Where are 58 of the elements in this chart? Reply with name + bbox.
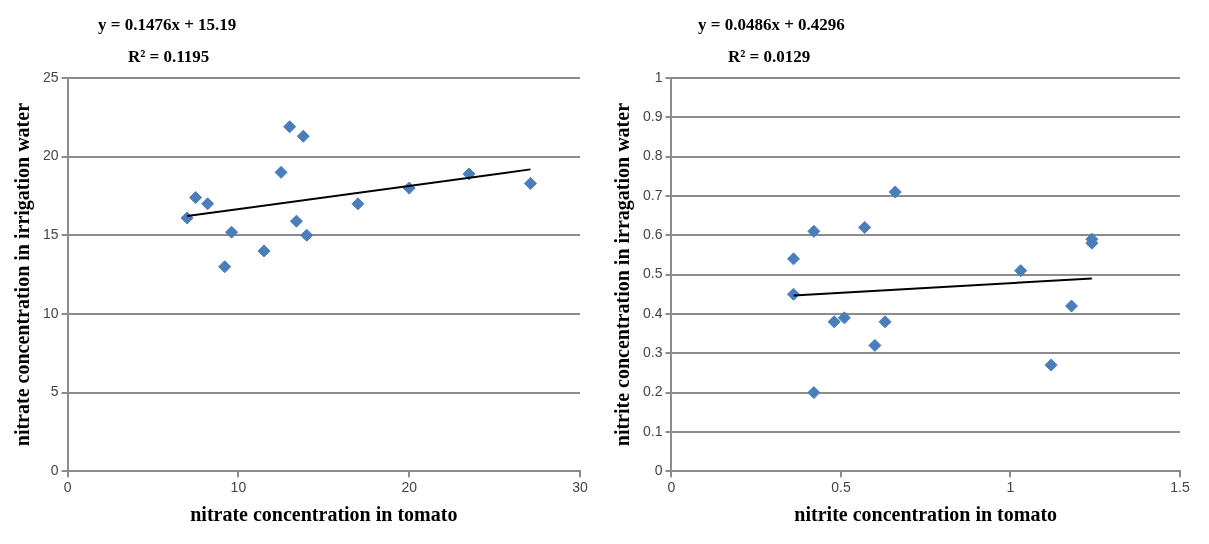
x-tick-label: 0 bbox=[667, 479, 676, 496]
point bbox=[827, 315, 841, 329]
text: R² = 0.1195 bbox=[128, 47, 210, 66]
y-tick-label: 0.4 bbox=[642, 304, 663, 321]
point bbox=[523, 176, 537, 190]
y-tick-label: 0.6 bbox=[642, 226, 663, 243]
text: y = 0.0486x + 0.4296 bbox=[698, 15, 845, 34]
x-tick-label: 0.5 bbox=[831, 479, 851, 496]
point bbox=[837, 311, 851, 325]
y-tick-label: 20 bbox=[42, 147, 59, 164]
y-tick-label: 0.3 bbox=[642, 344, 663, 361]
point bbox=[289, 214, 303, 228]
y-tick-label: 0.8 bbox=[642, 147, 663, 164]
y-tick-label: 1 bbox=[654, 68, 663, 85]
y-tick-label: 0.9 bbox=[642, 108, 663, 125]
point bbox=[274, 165, 288, 179]
point bbox=[868, 338, 882, 352]
y-tick-label: 5 bbox=[50, 383, 59, 400]
point bbox=[1044, 358, 1058, 372]
y-tick-label: 0 bbox=[50, 462, 59, 479]
point bbox=[807, 386, 821, 400]
y-axis-title: nitrate concentration in irrigation water bbox=[11, 102, 35, 447]
point bbox=[283, 120, 297, 134]
point bbox=[189, 191, 203, 205]
point bbox=[807, 224, 821, 238]
point bbox=[296, 129, 310, 143]
point bbox=[878, 315, 892, 329]
point bbox=[257, 244, 271, 258]
text: y = 0.1476x + 15.19 bbox=[98, 15, 237, 34]
y-tick-label: 10 bbox=[42, 304, 59, 321]
y-tick-label: 0.7 bbox=[642, 186, 663, 203]
x-tick-label: 1.5 bbox=[1170, 479, 1190, 496]
y-tick-label: 0.5 bbox=[642, 265, 663, 282]
point bbox=[1065, 299, 1079, 313]
point bbox=[1014, 264, 1028, 278]
point bbox=[858, 220, 872, 234]
y-tick-label: 0.2 bbox=[642, 383, 663, 400]
x-tick-label: 30 bbox=[572, 479, 588, 496]
x-tick-label: 0 bbox=[63, 479, 72, 496]
x-axis-title: nitrite concentration in tomato bbox=[794, 503, 1058, 526]
y-tick-label: 0 bbox=[654, 462, 663, 479]
y-tick-label: 15 bbox=[42, 226, 59, 243]
x-axis-title: nitrate concentration in tomato bbox=[190, 503, 458, 526]
y-axis-title: nitrite concentration in irragation water bbox=[611, 102, 635, 447]
point bbox=[180, 211, 194, 225]
point bbox=[225, 225, 239, 239]
x-tick-label: 20 bbox=[401, 479, 418, 496]
point bbox=[351, 197, 365, 211]
y-tick-label: 0.1 bbox=[642, 422, 663, 439]
point bbox=[787, 252, 801, 266]
x-tick-label: 10 bbox=[230, 479, 247, 496]
point bbox=[300, 228, 314, 242]
y-tick-label: 25 bbox=[42, 68, 59, 85]
point bbox=[201, 197, 215, 211]
point bbox=[888, 185, 902, 199]
x-tick-label: 1 bbox=[1006, 479, 1015, 496]
point bbox=[218, 260, 232, 274]
text: R² = 0.0129 bbox=[728, 47, 811, 66]
